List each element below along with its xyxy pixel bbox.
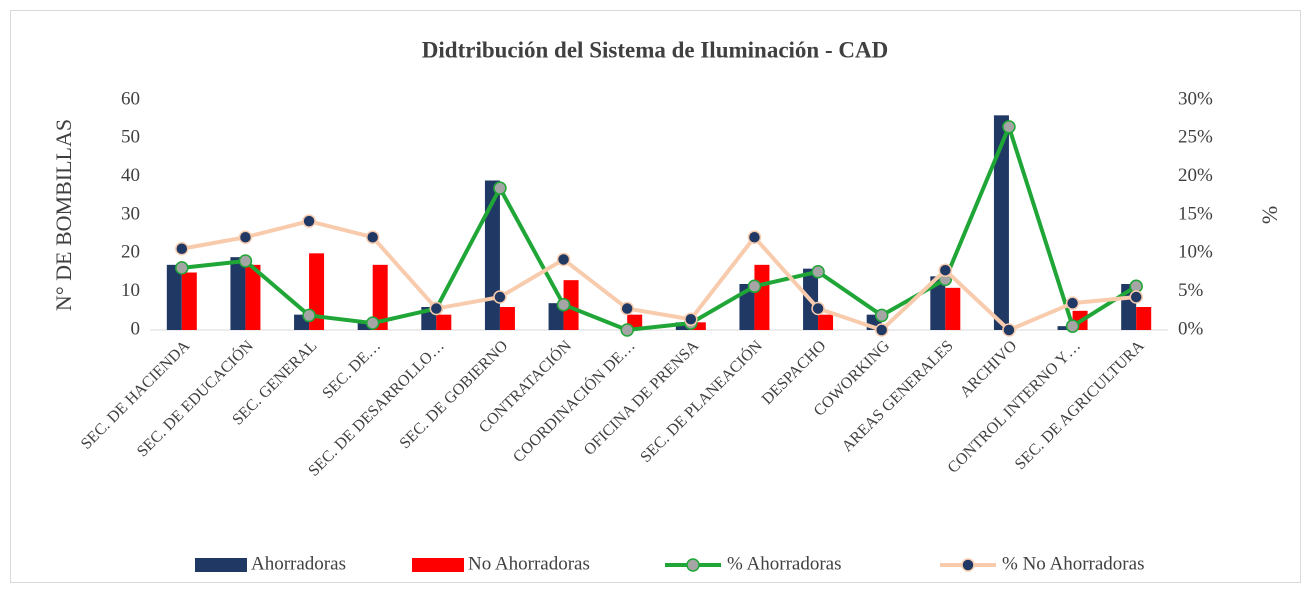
line-marker — [429, 301, 444, 316]
line-marker — [238, 230, 253, 244]
legend-label: Ahorradoras — [251, 553, 346, 574]
line-marker — [365, 316, 380, 330]
line-marker — [811, 301, 825, 316]
y-tick-label: 50 — [121, 127, 140, 148]
line-marker — [365, 230, 380, 244]
chart-title: Didtribución del Sistema de Iluminación … — [422, 37, 888, 62]
line-marker — [556, 297, 571, 312]
bar — [945, 287, 961, 330]
bar — [181, 272, 197, 330]
line-marker — [1129, 290, 1143, 304]
bar — [675, 322, 691, 330]
line-marker — [874, 323, 889, 337]
y-tick-label: 60 — [121, 88, 140, 109]
legend-label: % No Ahorradoras — [1002, 553, 1144, 574]
line-marker — [874, 308, 889, 323]
bar — [1136, 307, 1152, 330]
line-marker — [620, 301, 634, 316]
line-marker — [811, 264, 825, 279]
legend-swatch — [195, 558, 247, 572]
y-axis-label: N° DE BOMBILLAS — [51, 119, 76, 311]
legend-label: No Ahorradoras — [468, 553, 590, 574]
y-tick-label: 40 — [121, 165, 140, 186]
bar — [818, 314, 834, 330]
y-tick-label: 0 — [131, 318, 141, 339]
bar — [563, 280, 579, 330]
bar — [993, 115, 1009, 330]
legend-label: % Ahorradoras — [727, 553, 842, 574]
line-marker — [493, 181, 507, 195]
y2-tick-label: 30% — [1178, 88, 1213, 109]
line-marker — [938, 263, 953, 277]
line-marker — [302, 214, 316, 228]
y2-tick-label: 20% — [1178, 165, 1213, 186]
line-marker — [747, 279, 762, 294]
line-marker — [620, 323, 634, 337]
bar — [690, 322, 706, 330]
bar — [436, 314, 452, 330]
line-marker — [302, 308, 316, 323]
bar — [245, 264, 261, 330]
line-marker — [238, 254, 253, 268]
bar — [1057, 326, 1073, 330]
bar — [739, 284, 755, 330]
y2-tick-label: 25% — [1178, 127, 1213, 148]
y2-tick-label: 10% — [1178, 242, 1213, 263]
bar — [754, 264, 770, 330]
line-marker — [1065, 319, 1080, 333]
line-marker — [747, 230, 762, 244]
y-tick-label: 10 — [121, 280, 140, 301]
chart-border — [10, 10, 1301, 583]
line-marker — [684, 312, 698, 327]
bar — [930, 276, 946, 330]
bar — [357, 322, 373, 330]
line-marker — [1065, 296, 1080, 310]
legend-marker — [961, 558, 975, 572]
y2-tick-label: 0% — [1178, 318, 1204, 339]
line-marker — [556, 252, 571, 267]
line-marker — [175, 261, 189, 275]
line — [181, 124, 1138, 332]
y2-tick-label: 15% — [1178, 203, 1213, 224]
line — [181, 219, 1137, 332]
line-marker — [1002, 323, 1016, 337]
bar — [230, 257, 246, 330]
legend-marker — [686, 558, 700, 572]
line-marker — [175, 241, 189, 256]
legend-swatch — [412, 558, 464, 572]
y-tick-label: 30 — [121, 203, 140, 224]
line-marker — [493, 290, 507, 304]
bar — [166, 264, 182, 330]
y2-tick-label: 5% — [1178, 280, 1204, 301]
bar — [372, 264, 388, 330]
line-marker — [1002, 120, 1016, 134]
bar — [499, 307, 515, 330]
y2-axis-label: % — [1257, 206, 1282, 224]
y-tick-label: 20 — [121, 242, 140, 263]
